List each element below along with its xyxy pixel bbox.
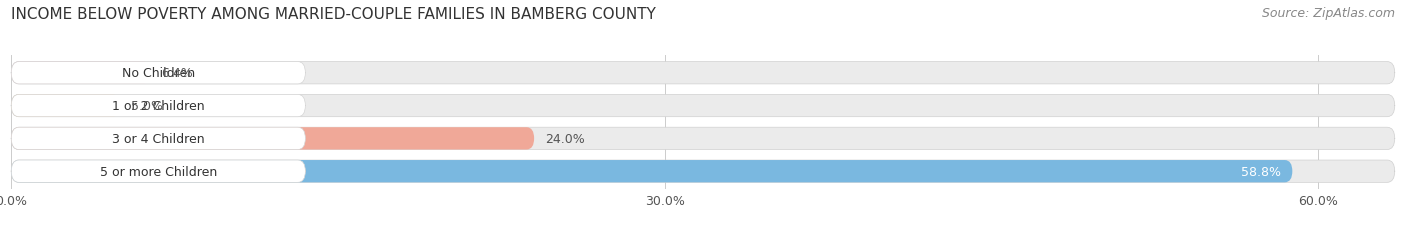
FancyBboxPatch shape [11,95,305,117]
FancyBboxPatch shape [11,62,1395,85]
FancyBboxPatch shape [11,128,1395,150]
Text: 3 or 4 Children: 3 or 4 Children [112,132,205,145]
Text: 24.0%: 24.0% [546,132,585,145]
FancyBboxPatch shape [11,95,1395,117]
Text: 58.8%: 58.8% [1241,165,1281,178]
Text: 6.4%: 6.4% [162,67,194,80]
FancyBboxPatch shape [11,128,534,150]
FancyBboxPatch shape [11,62,305,85]
Text: 5 or more Children: 5 or more Children [100,165,217,178]
FancyBboxPatch shape [11,160,305,182]
FancyBboxPatch shape [11,160,1395,182]
Text: INCOME BELOW POVERTY AMONG MARRIED-COUPLE FAMILIES IN BAMBERG COUNTY: INCOME BELOW POVERTY AMONG MARRIED-COUPL… [11,7,657,22]
Text: Source: ZipAtlas.com: Source: ZipAtlas.com [1261,7,1395,20]
Text: 1 or 2 Children: 1 or 2 Children [112,100,205,112]
FancyBboxPatch shape [11,128,305,150]
FancyBboxPatch shape [11,95,120,117]
Text: 5.0%: 5.0% [131,100,163,112]
FancyBboxPatch shape [11,160,1292,182]
Text: No Children: No Children [122,67,195,80]
FancyBboxPatch shape [11,62,150,85]
